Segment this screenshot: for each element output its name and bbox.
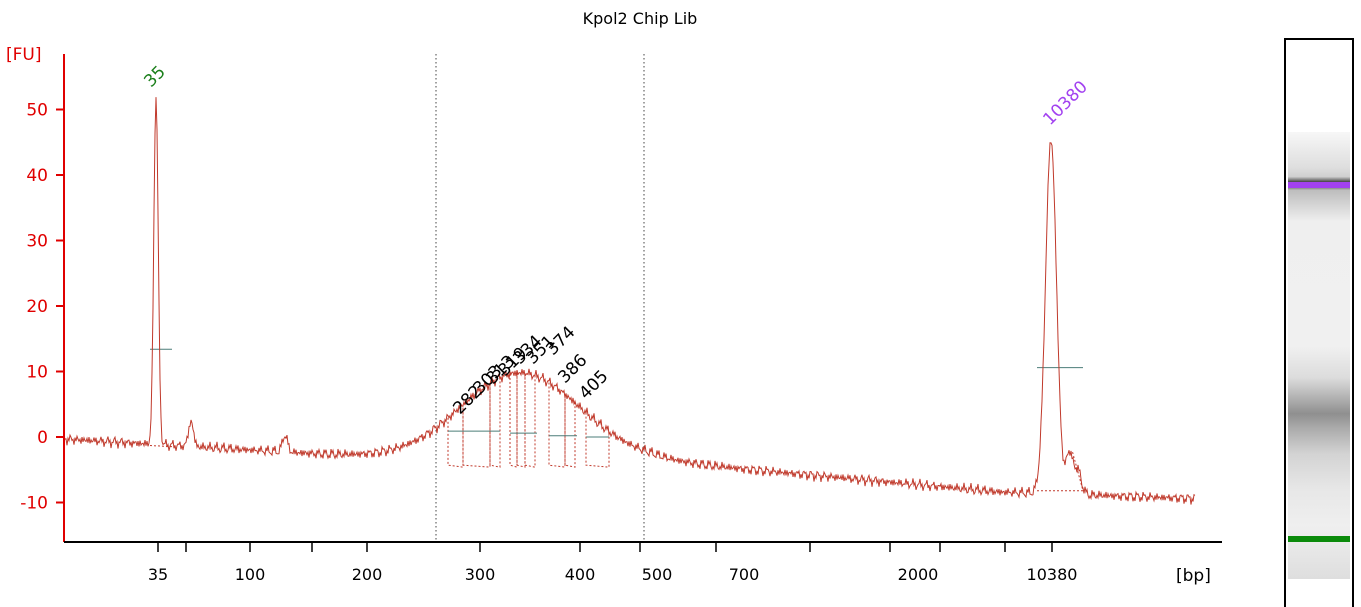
integration-box bbox=[564, 394, 576, 468]
integration-box bbox=[524, 373, 536, 468]
integration-box bbox=[489, 377, 501, 468]
x-axis-ticks: 35 100 200 300 400 500 700 2000 10380 bbox=[148, 542, 1078, 584]
x-tick-label: 300 bbox=[465, 565, 496, 584]
lower-marker-band bbox=[1288, 536, 1350, 542]
y-axis-ticks: -10 0 10 20 30 40 50 bbox=[20, 101, 64, 514]
upper-marker-band bbox=[1288, 182, 1350, 188]
integration-box bbox=[462, 383, 491, 468]
y-tick-label: -10 bbox=[20, 494, 48, 514]
x-tick-label: 100 bbox=[235, 565, 266, 584]
peak-base bbox=[1037, 449, 1084, 492]
peak-label: 10380 bbox=[1039, 77, 1091, 129]
trace-area bbox=[63, 97, 1196, 505]
electropherogram-chart: Kpol2 Chip Lib [FU] [bp] -1001020304050 … bbox=[6, 9, 1222, 586]
integration-box bbox=[585, 412, 610, 468]
x-tick-label: 35 bbox=[148, 565, 168, 584]
y-tick-label: 30 bbox=[26, 232, 48, 252]
peak-label: 35 bbox=[140, 62, 169, 91]
integration-box bbox=[516, 372, 526, 468]
x-tick-label: 700 bbox=[729, 565, 760, 584]
x-axis-unit: [bp] bbox=[1176, 566, 1211, 586]
integration-box bbox=[548, 382, 566, 468]
gel-image bbox=[1284, 38, 1354, 607]
x-tick-label: 2000 bbox=[898, 565, 939, 584]
y-tick-label: 50 bbox=[26, 101, 48, 121]
integration-box bbox=[447, 404, 464, 468]
integration-box bbox=[509, 372, 518, 468]
y-tick-label: 10 bbox=[26, 363, 48, 383]
y-tick-label: 0 bbox=[37, 428, 48, 448]
gel-lane bbox=[1288, 132, 1350, 579]
peak-base bbox=[149, 445, 176, 448]
y-tick-label: 20 bbox=[26, 297, 48, 317]
chart-title: Kpol2 Chip Lib bbox=[583, 9, 698, 28]
x-tick-label: 200 bbox=[352, 565, 383, 584]
y-axis-unit: [FU] bbox=[6, 45, 42, 65]
x-tick-label: 500 bbox=[642, 565, 673, 584]
x-tick-label: 400 bbox=[565, 565, 596, 584]
integration-region bbox=[149, 54, 1084, 542]
y-tick-label: 40 bbox=[26, 166, 48, 186]
sample-trace bbox=[63, 97, 1196, 505]
x-tick-label: 10380 bbox=[1027, 565, 1078, 584]
